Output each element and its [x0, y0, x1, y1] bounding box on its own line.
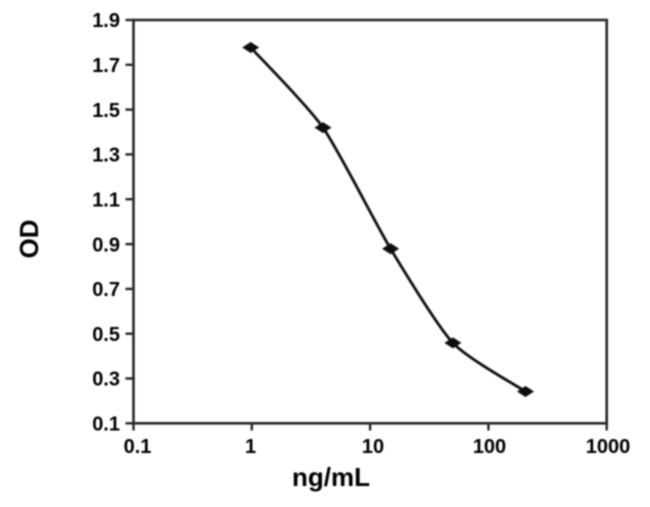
svg-text:1.9: 1.9: [92, 10, 120, 32]
svg-text:1000: 1000: [586, 436, 631, 458]
svg-text:1.3: 1.3: [92, 145, 120, 167]
svg-text:0.9: 0.9: [92, 234, 120, 256]
svg-text:1.1: 1.1: [92, 189, 120, 211]
svg-text:0.1: 0.1: [124, 436, 152, 458]
svg-text:0.7: 0.7: [92, 279, 120, 301]
svg-text:0.3: 0.3: [92, 369, 120, 391]
svg-text:1.7: 1.7: [92, 55, 120, 77]
svg-text:1.5: 1.5: [92, 100, 120, 122]
svg-text:OD: OD: [14, 220, 44, 259]
svg-text:0.5: 0.5: [92, 324, 120, 346]
svg-text:100: 100: [473, 436, 506, 458]
svg-text:10: 10: [362, 436, 384, 458]
svg-text:0.1: 0.1: [92, 414, 120, 436]
svg-text:1: 1: [245, 436, 256, 458]
svg-text:ng/mL: ng/mL: [292, 462, 370, 492]
